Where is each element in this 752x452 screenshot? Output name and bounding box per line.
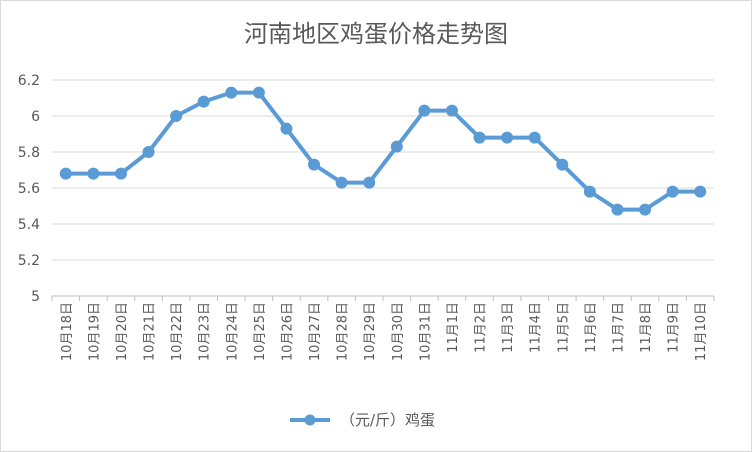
x-tick-label: 11月2日 xyxy=(474,302,489,353)
data-point xyxy=(501,131,514,144)
x-tick-label: 11月9日 xyxy=(667,302,682,353)
x-tick-label: 10月26日 xyxy=(280,302,295,361)
data-point xyxy=(528,131,541,144)
x-tick-label: 11月1日 xyxy=(446,302,461,353)
y-tick-label: 5.4 xyxy=(18,217,40,233)
legend-label: （元/斤）鸡蛋 xyxy=(340,411,435,429)
x-tick-label: 10月31日 xyxy=(418,302,433,361)
data-point xyxy=(611,203,624,216)
x-tick-label: 11月8日 xyxy=(639,302,654,353)
x-tick-label: 10月28日 xyxy=(336,302,351,361)
x-tick-label: 10月20日 xyxy=(115,302,130,361)
data-point xyxy=(142,146,155,158)
data-point xyxy=(335,176,348,189)
data-point xyxy=(390,140,403,153)
data-point xyxy=(363,176,376,189)
x-tick-label: 11月7日 xyxy=(611,302,626,353)
data-point xyxy=(87,167,100,180)
y-tick-label: 6.2 xyxy=(18,73,40,89)
x-tick-label: 10月27日 xyxy=(308,302,323,361)
x-tick-label: 11月6日 xyxy=(584,302,599,353)
x-tick-label: 10月23日 xyxy=(198,302,213,361)
x-tick-label: 11月4日 xyxy=(529,302,544,353)
y-tick-label: 5.8 xyxy=(18,145,40,161)
y-tick-label: 5 xyxy=(31,289,40,305)
y-axis: 5 5.2 5.4 5.6 5.8 6 6.2 xyxy=(18,73,40,305)
data-point xyxy=(583,185,596,198)
legend: （元/斤）鸡蛋 xyxy=(290,411,435,429)
y-tick-label: 5.6 xyxy=(18,181,40,197)
data-point xyxy=(418,104,431,117)
chart-title: 河南地区鸡蛋价格走势图 xyxy=(244,20,508,48)
data-point xyxy=(473,131,486,144)
x-axis: 10月18日 10月19日 10月20日 10月21日 10月22日 10月23日 10月2… xyxy=(51,296,715,361)
x-tick-label: 10月18日 xyxy=(60,302,75,361)
data-point xyxy=(114,167,127,180)
data-point xyxy=(666,185,679,198)
data-point xyxy=(639,203,652,216)
x-tick-label: 10月30日 xyxy=(391,302,406,361)
data-point xyxy=(308,158,321,171)
x-tick-label: 10月22日 xyxy=(170,302,185,361)
x-tick-label: 10月24日 xyxy=(225,302,240,361)
y-tick-label: 6 xyxy=(31,109,40,125)
data-point xyxy=(197,95,210,108)
data-point xyxy=(280,122,293,135)
x-tick-label: 10月29日 xyxy=(363,302,378,361)
data-point xyxy=(694,185,707,198)
data-point xyxy=(59,167,72,180)
x-tick-label: 10月19日 xyxy=(87,302,102,361)
x-tick-label: 11月10日 xyxy=(694,302,709,361)
data-point xyxy=(225,86,238,99)
data-point xyxy=(170,110,183,122)
x-tick-label: 10月21日 xyxy=(143,302,158,361)
data-point xyxy=(252,86,265,99)
legend-marker xyxy=(304,414,316,426)
data-point xyxy=(445,104,458,117)
x-tick-label: 11月3日 xyxy=(501,302,516,353)
gridlines xyxy=(52,79,714,297)
y-tick-label: 5.2 xyxy=(18,253,40,269)
series-line xyxy=(63,90,703,212)
x-tick-label: 10月25日 xyxy=(253,302,268,361)
x-tick-label: 11月5日 xyxy=(556,302,571,353)
data-point xyxy=(556,158,569,171)
series-layer xyxy=(59,86,707,216)
